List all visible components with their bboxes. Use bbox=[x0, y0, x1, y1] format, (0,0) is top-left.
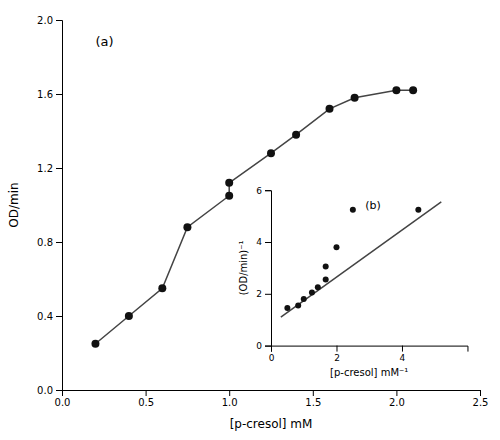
data-point bbox=[183, 223, 191, 231]
main-chart: 0.0 0.5 1.0 1.5 2.0 2.5 0.0 0.4 0.8 1.2 1.6 2.0 [p-c… bbox=[7, 15, 488, 431]
y-tick-mark bbox=[56, 20, 62, 21]
x-tick-label: 0.0 bbox=[55, 397, 71, 408]
y-tick: 1.6 bbox=[37, 89, 62, 100]
chart: 0.0 0.5 1.0 1.5 2.0 2.5 0.0 0.4 0.8 1.2 1.6 2.0 [p-c… bbox=[0, 0, 500, 440]
x-axis: 0.0 0.5 1.0 1.5 2.0 2.5 bbox=[55, 390, 489, 408]
y-tick: 0 bbox=[256, 341, 271, 351]
data-point bbox=[409, 86, 417, 94]
y-axis: 0 2 4 6 bbox=[256, 186, 271, 351]
y-tick: 0.0 bbox=[37, 385, 62, 396]
y-tick-label: 0 bbox=[256, 341, 262, 351]
y-tick-label: 2.0 bbox=[37, 15, 53, 26]
x-tick-label: 0.5 bbox=[138, 397, 154, 408]
x-tick-label: 1.0 bbox=[222, 397, 238, 408]
y-tick: 0.4 bbox=[37, 311, 62, 322]
y-tick: 2.0 bbox=[37, 15, 62, 26]
x-tick-label: 0 bbox=[269, 353, 275, 363]
y-tick-mark bbox=[265, 294, 271, 295]
x-tick: 2.0 bbox=[389, 390, 405, 408]
x-tick-label: 2 bbox=[334, 353, 340, 363]
data-point bbox=[309, 290, 315, 296]
x-tick-mark bbox=[146, 390, 147, 396]
y-tick-mark bbox=[56, 316, 62, 317]
data-point bbox=[295, 302, 301, 308]
data-point bbox=[315, 284, 321, 290]
data-line bbox=[281, 202, 441, 317]
data-point bbox=[267, 149, 275, 157]
y-tick-label: 1.6 bbox=[37, 89, 53, 100]
data-point bbox=[333, 244, 339, 250]
x-tick-mark bbox=[313, 390, 314, 396]
data-point bbox=[225, 192, 233, 200]
data-point bbox=[91, 340, 99, 348]
x-tick: 2 bbox=[334, 346, 340, 363]
x-axis-line bbox=[63, 391, 481, 397]
y-tick-label: 0.0 bbox=[37, 385, 53, 396]
y-tick-mark bbox=[265, 346, 271, 347]
y-tick: 2 bbox=[256, 289, 271, 299]
y-axis: 0.0 0.4 0.8 1.2 1.6 2.0 bbox=[37, 15, 62, 396]
x-tick-label: 1.5 bbox=[305, 397, 321, 408]
x-axis-title: [p-cresol] mM⁻¹ bbox=[330, 367, 408, 378]
data-point bbox=[292, 131, 300, 139]
panel-label: (b) bbox=[365, 199, 381, 212]
panel-label: (a) bbox=[95, 34, 113, 49]
data-point bbox=[351, 94, 359, 102]
y-tick: 0.8 bbox=[37, 237, 62, 248]
x-tick: 0.0 bbox=[55, 390, 71, 408]
x-tick-mark bbox=[336, 346, 337, 352]
y-tick-mark bbox=[56, 390, 62, 391]
inset-chart: 0 2 4 0 2 4 6 [p-cresol] mM⁻¹ (OD/min)⁻¹ (b) bbox=[237, 184, 473, 379]
y-tick: 4 bbox=[256, 237, 271, 247]
data-point bbox=[323, 264, 329, 270]
plot-marks bbox=[281, 202, 441, 317]
y-axis-line bbox=[56, 21, 63, 391]
y-tick: 6 bbox=[256, 186, 271, 196]
data-point bbox=[125, 312, 133, 320]
data-point bbox=[350, 207, 356, 213]
y-tick: 1.2 bbox=[37, 163, 62, 174]
x-tick: 1.0 bbox=[222, 390, 238, 408]
y-tick-label: 4 bbox=[256, 237, 262, 247]
y-axis-line bbox=[265, 191, 272, 346]
x-axis-line bbox=[272, 346, 468, 352]
x-tick-label: 2.5 bbox=[473, 397, 489, 408]
data-point bbox=[392, 86, 400, 94]
data-point bbox=[415, 207, 421, 213]
data-point bbox=[323, 277, 329, 283]
x-tick-mark bbox=[480, 390, 481, 396]
y-tick-label: 0.8 bbox=[37, 237, 53, 248]
x-tick: 0 bbox=[269, 346, 275, 363]
x-tick: 1.5 bbox=[305, 390, 321, 408]
y-axis-title: (OD/min)⁻¹ bbox=[238, 240, 249, 295]
y-tick-label: 6 bbox=[256, 186, 262, 196]
y-tick-mark bbox=[56, 242, 62, 243]
y-tick-label: 2 bbox=[256, 289, 262, 299]
x-tick: 2.5 bbox=[473, 390, 489, 408]
y-axis-title: OD/min bbox=[7, 182, 21, 227]
plot-background bbox=[237, 184, 473, 379]
x-tick-mark bbox=[402, 346, 403, 352]
data-point bbox=[301, 296, 307, 302]
data-point bbox=[284, 305, 290, 311]
data-point bbox=[326, 105, 334, 113]
data-point bbox=[225, 179, 233, 187]
x-tick: 4 bbox=[400, 346, 406, 363]
data-point bbox=[158, 284, 166, 292]
y-tick-mark bbox=[265, 190, 271, 191]
x-tick-label: 2.0 bbox=[389, 397, 405, 408]
x-tick-mark bbox=[229, 390, 230, 396]
y-tick-mark bbox=[56, 168, 62, 169]
y-tick-label: 1.2 bbox=[37, 163, 53, 174]
x-axis: 0 2 4 bbox=[269, 346, 468, 363]
y-tick-mark bbox=[265, 242, 271, 243]
y-tick-label: 0.4 bbox=[37, 311, 53, 322]
x-tick-mark bbox=[396, 390, 397, 396]
x-tick: 0.5 bbox=[138, 390, 154, 408]
x-tick-label: 4 bbox=[400, 353, 406, 363]
x-axis-title: [p-cresol] mM bbox=[230, 417, 313, 431]
y-tick-mark bbox=[56, 94, 62, 95]
